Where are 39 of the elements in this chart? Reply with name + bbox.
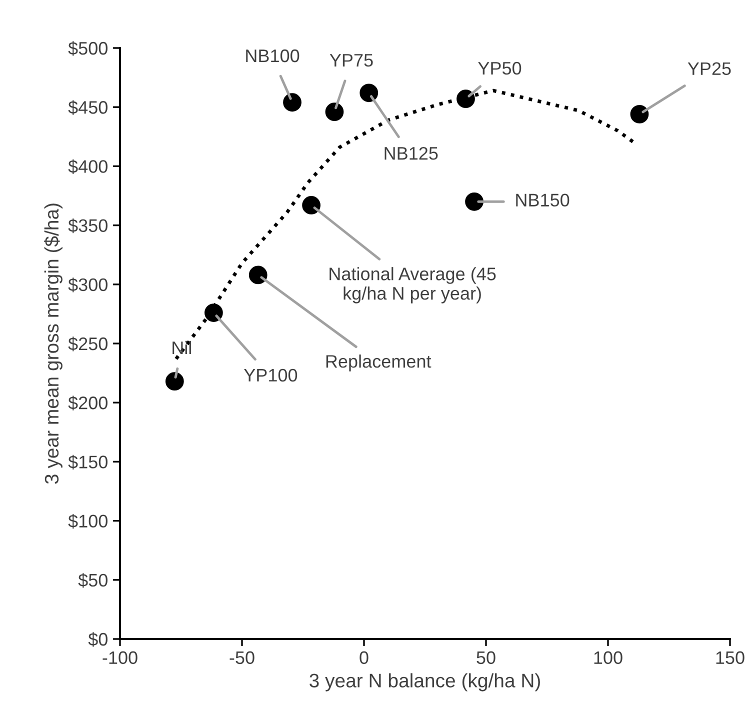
y-axis-title: 3 year mean gross margin ($/ha)	[44, 204, 62, 484]
point	[325, 102, 344, 122]
point	[165, 372, 184, 391]
annotation: NB125	[384, 146, 438, 160]
y-tick-label: $450	[68, 100, 108, 115]
point	[630, 104, 649, 124]
y-tick-label: $150	[68, 454, 108, 470]
point	[456, 90, 475, 108]
y-tick-label: $250	[68, 336, 108, 352]
x-tick-label: -50	[230, 651, 254, 664]
annotation: Replacement	[326, 354, 432, 372]
x-tick-label: -100	[102, 651, 138, 664]
y-tick-label: $400	[68, 159, 108, 174]
annotation: NB150	[516, 194, 570, 207]
point	[204, 304, 223, 322]
y-tick-label: $500	[68, 41, 108, 56]
point	[248, 266, 268, 284]
point	[360, 84, 378, 102]
y-tick-label: $200	[68, 396, 108, 410]
y-tick-label: $100	[68, 514, 108, 529]
x-axis-title: 3 year N balance (kg/ha N)	[310, 673, 540, 692]
annotation: NB100	[246, 49, 300, 62]
annotation: National Average (45 kg/ha N per year)	[330, 267, 496, 304]
point	[283, 93, 302, 112]
x-tick-label: 50	[476, 651, 496, 664]
annotation: YP50	[478, 62, 522, 75]
y-tick-label: $0	[88, 632, 108, 647]
point	[302, 196, 320, 214]
annotation: YP75	[330, 54, 373, 67]
annotation: Nil	[172, 340, 191, 354]
y-tick-label: $50	[78, 573, 108, 588]
x-tick-label: 0	[360, 651, 368, 664]
y-tick-label: $300	[68, 278, 108, 292]
x-tick-label: 150	[716, 651, 744, 664]
x-tick-label: 100	[594, 651, 622, 664]
y-tick-label: $350	[68, 218, 108, 234]
annotation: YP25	[688, 62, 731, 76]
annotation: YP100	[244, 368, 298, 382]
point	[465, 192, 484, 211]
